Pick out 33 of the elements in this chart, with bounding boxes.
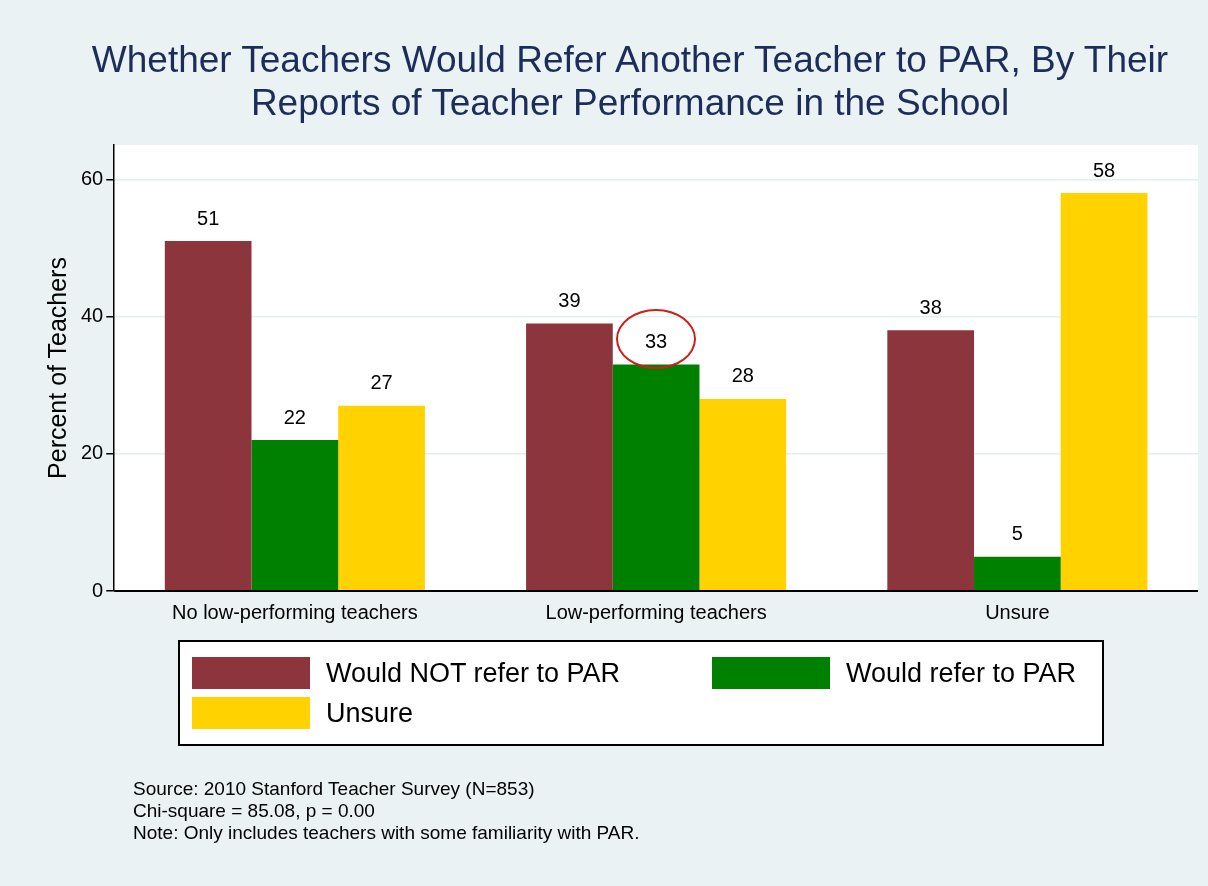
- y-axis-title: Percent of Teachers: [42, 257, 71, 479]
- y-tick-label: 40: [81, 304, 104, 327]
- x-tick-label: No low-performing teachers: [172, 600, 418, 623]
- data-label: 58: [1092, 158, 1116, 181]
- data-label: 39: [558, 288, 581, 311]
- data-label: 33: [645, 330, 668, 353]
- bar: [1060, 193, 1148, 591]
- data-label: 5: [1011, 522, 1023, 545]
- y-tick-label: 60: [81, 166, 104, 189]
- bar: [887, 330, 975, 591]
- bar: [974, 556, 1061, 591]
- chart-title: Whether Teachers Would Refer Another Teacher to PAR, By Their Reports of Teacher Performance in the School: [90, 38, 1170, 124]
- text: Chi-square = 85.08, p = 0.00: [133, 800, 376, 822]
- legend-label: Would refer to PAR: [846, 657, 1077, 689]
- legend-label: Would NOT refer to PAR: [326, 657, 621, 689]
- bar: [251, 440, 339, 591]
- data-label: 27: [370, 371, 393, 394]
- y-tick-label: 0: [92, 578, 104, 601]
- legend-label: Unsure: [326, 697, 414, 729]
- bar: [526, 323, 613, 591]
- bar: [612, 364, 700, 591]
- data-label: 28: [731, 364, 754, 387]
- x-tick-label: Low-performing teachers: [545, 600, 767, 623]
- x-tick-label: Unsure: [985, 600, 1050, 623]
- data-label: 51: [197, 206, 220, 229]
- bar: [164, 241, 252, 591]
- source-note: Source: 2010 Stanford Teacher Survey (N=853): [133, 778, 536, 800]
- data-label: 22: [283, 405, 306, 428]
- bar: [699, 398, 787, 591]
- data-label: 38: [919, 295, 942, 318]
- text: Note: Only includes teachers with some familiarity with PAR.: [133, 822, 640, 844]
- bar: [338, 405, 425, 591]
- y-tick-label: 20: [81, 441, 104, 464]
